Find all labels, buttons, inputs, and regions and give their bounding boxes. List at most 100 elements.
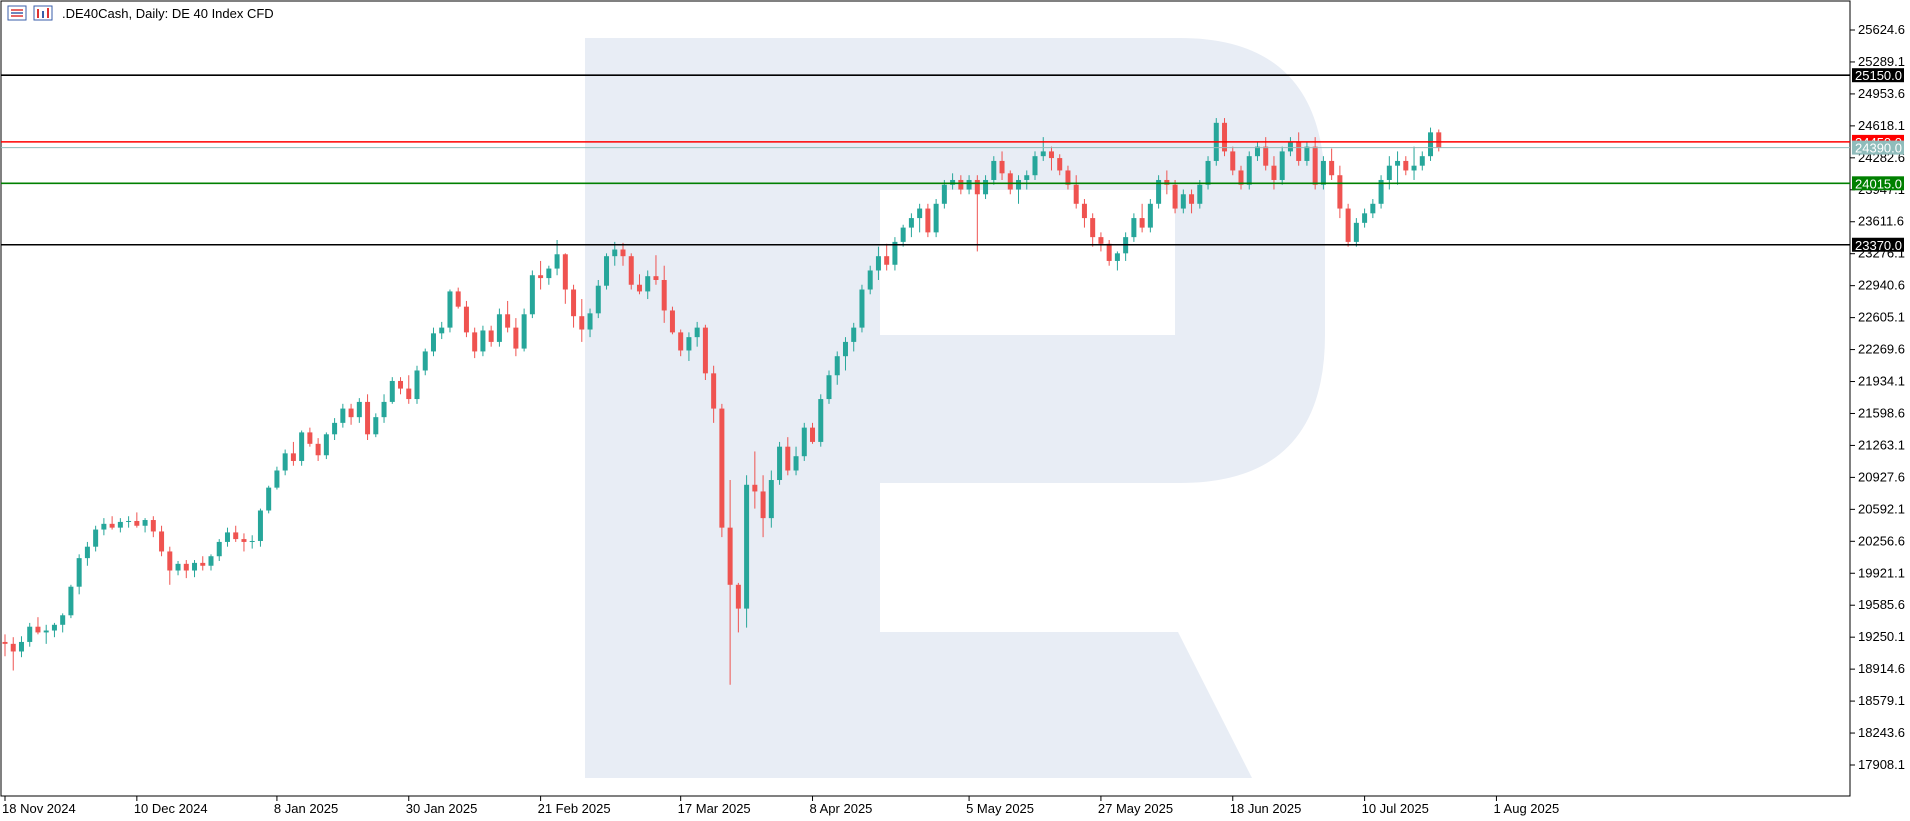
candle [529,270,535,319]
candle-body-bearish [538,275,544,279]
candle-body-bullish [842,341,848,357]
candle-body-bearish [241,539,247,542]
candle-body-bullish [257,510,263,541]
candle [760,475,766,538]
candle-body-bearish [307,432,313,444]
candle-body-bullish [51,624,57,631]
candle [562,253,568,304]
candle-body-bearish [1403,160,1409,171]
candle-body-bullish [801,427,807,457]
candle [1081,199,1087,228]
candle-body-bullish [414,370,420,400]
candle-body-bullish [373,417,379,435]
candle [1222,118,1228,157]
x-tick-label: 30 Jan 2025 [406,801,478,816]
candle [315,438,321,461]
candle-body-bullish [249,540,255,542]
candle-body-bearish [636,284,642,292]
candle-body-bullish [422,351,428,371]
candle [134,512,140,528]
list-icon[interactable] [7,5,27,21]
candle [1279,146,1285,185]
candle [810,422,816,444]
level-tag-label: 24015.0 [1855,176,1902,191]
candle-body-bullish [101,523,107,530]
candle-body-bullish [546,268,552,279]
candle-body-bullish [1428,132,1434,157]
candle [1073,175,1079,209]
price-axis: 25624.625289.124953.624618.124282.623947… [1850,22,1905,772]
candle-body-bearish [1073,184,1079,204]
candle-body-bearish [10,643,16,652]
candle-body-bullish [480,330,486,352]
candle [381,394,387,423]
candle-body-bearish [1048,151,1054,159]
candle-body-bullish [496,314,502,342]
y-tick-label: 17908.1 [1858,757,1905,772]
candle [10,637,16,671]
x-tick-label: 17 Mar 2025 [678,801,751,816]
candle-body-bearish [785,446,791,471]
candle-body-bearish [109,523,115,528]
candle-body-bullish [274,470,280,488]
candle [1131,213,1137,242]
bar-chart-icon[interactable] [33,5,53,21]
candle [274,466,280,490]
candle-body-bearish [1337,175,1343,209]
candle [430,327,436,357]
candle-body-bearish [1164,179,1170,185]
level-tag-label: 25150.0 [1855,68,1902,83]
candle [595,279,601,319]
candle [1312,137,1318,190]
candle-body-bullish [1378,179,1384,204]
candle-body-bullish [266,487,272,511]
candle-body-bearish [1081,203,1087,219]
y-tick-label: 24618.1 [1858,118,1905,133]
candle [463,300,469,338]
candle-body-bearish [1057,158,1063,171]
candle [2,634,8,657]
candle [1123,232,1129,261]
candle [109,516,115,530]
candle [579,299,585,342]
level-tag-support [1852,176,1904,191]
candle-body-bearish [35,626,41,633]
candle-body-bullish [76,558,82,587]
candle-body-bearish [167,551,173,571]
candle-body-bullish [818,399,824,442]
candle-body-bullish [1411,165,1417,171]
candle [711,365,717,423]
level-tag-label: 24390.0 [1855,141,1902,156]
candle [735,582,741,633]
candle-body-bearish [200,562,206,566]
candle-body-bullish [521,314,527,349]
candle-body-bearish [958,179,964,190]
candle [628,253,634,290]
candle [1189,189,1195,214]
candle-body-bearish [719,408,725,528]
candle [18,636,24,658]
candle-body-bullish [950,179,956,185]
candle [299,430,305,466]
candle [636,274,642,295]
candle [1320,156,1326,190]
candle [249,535,255,549]
candle-body-bearish [735,584,741,609]
candle [282,449,288,476]
candle [801,422,807,461]
candle [1370,199,1376,219]
candle-body-bearish [810,427,816,442]
candle-body-bullish [1131,218,1137,238]
candle [192,560,198,578]
candle [999,151,1005,180]
candle-body-bearish [150,520,156,532]
y-tick-label: 21263.1 [1858,437,1905,452]
candle [793,446,799,476]
candle [587,308,593,338]
level-tag-resistance-upper [1852,68,1904,83]
candle-body-bearish [562,254,568,290]
candle [422,348,428,376]
candle [875,246,881,280]
